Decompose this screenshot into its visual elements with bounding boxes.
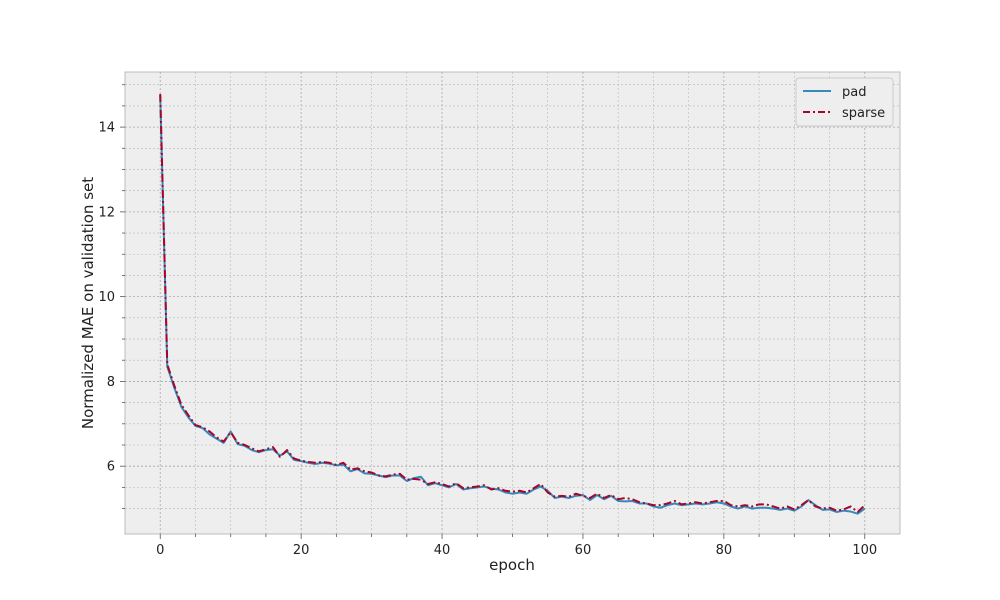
legend-label-pad: pad <box>842 85 866 100</box>
series-line-pad <box>159 95 866 515</box>
legend-label-sparse: sparse <box>842 106 885 121</box>
gridlines <box>125 72 900 534</box>
x-tick-label: 80 <box>716 543 733 558</box>
x-tick-label: 0 <box>156 543 164 558</box>
y-tick-label: 6 <box>107 460 115 475</box>
x-tick-label: 20 <box>293 543 310 558</box>
legend: pad sparse <box>795 77 894 127</box>
series-layer <box>159 94 866 515</box>
y-axis-label: Normalized MAE on validation set <box>79 177 97 429</box>
x-axis-label: epoch <box>489 556 535 574</box>
x-tick-label: 60 <box>575 543 592 558</box>
series-line-sparse <box>159 94 866 513</box>
y-tick-label: 12 <box>98 205 115 220</box>
axis-ticks: 0 20 40 60 80 100 6 8 10 12 14 <box>98 84 877 558</box>
x-tick-label: 40 <box>434 543 451 558</box>
y-tick-label: 8 <box>107 375 115 390</box>
x-tick-label: 100 <box>852 543 877 558</box>
y-tick-label: 10 <box>98 290 115 305</box>
y-tick-label: 14 <box>98 121 115 136</box>
